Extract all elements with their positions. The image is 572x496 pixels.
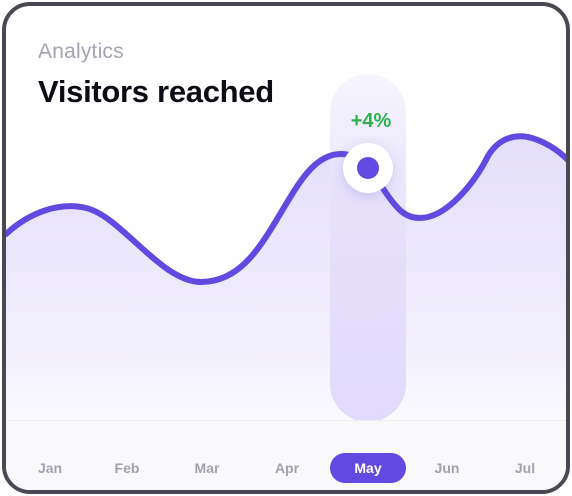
tick-label-jan[interactable]: Jan (37, 460, 63, 476)
x-axis-bar (6, 420, 566, 490)
tick-label-jul[interactable]: Jul (514, 460, 536, 476)
tick-label-mar[interactable]: Mar (194, 460, 220, 476)
card-subtitle: Analytics (38, 40, 124, 63)
chart-area-fill (6, 136, 566, 422)
tick-label-apr[interactable]: Apr (274, 460, 300, 476)
card-header: Analytics Visitors reached (38, 40, 274, 110)
change-percent-label: +4% (350, 110, 392, 132)
visitors-area-chart (6, 74, 566, 422)
card-title: Visitors reached (38, 74, 274, 109)
highlight-knob-dot (357, 157, 379, 179)
chart-series-line (6, 133, 566, 285)
tick-label-jun[interactable]: Jun (434, 460, 460, 476)
tick-label-feb[interactable]: Feb (114, 460, 140, 476)
tick-label-may-selected[interactable]: May (330, 453, 406, 483)
